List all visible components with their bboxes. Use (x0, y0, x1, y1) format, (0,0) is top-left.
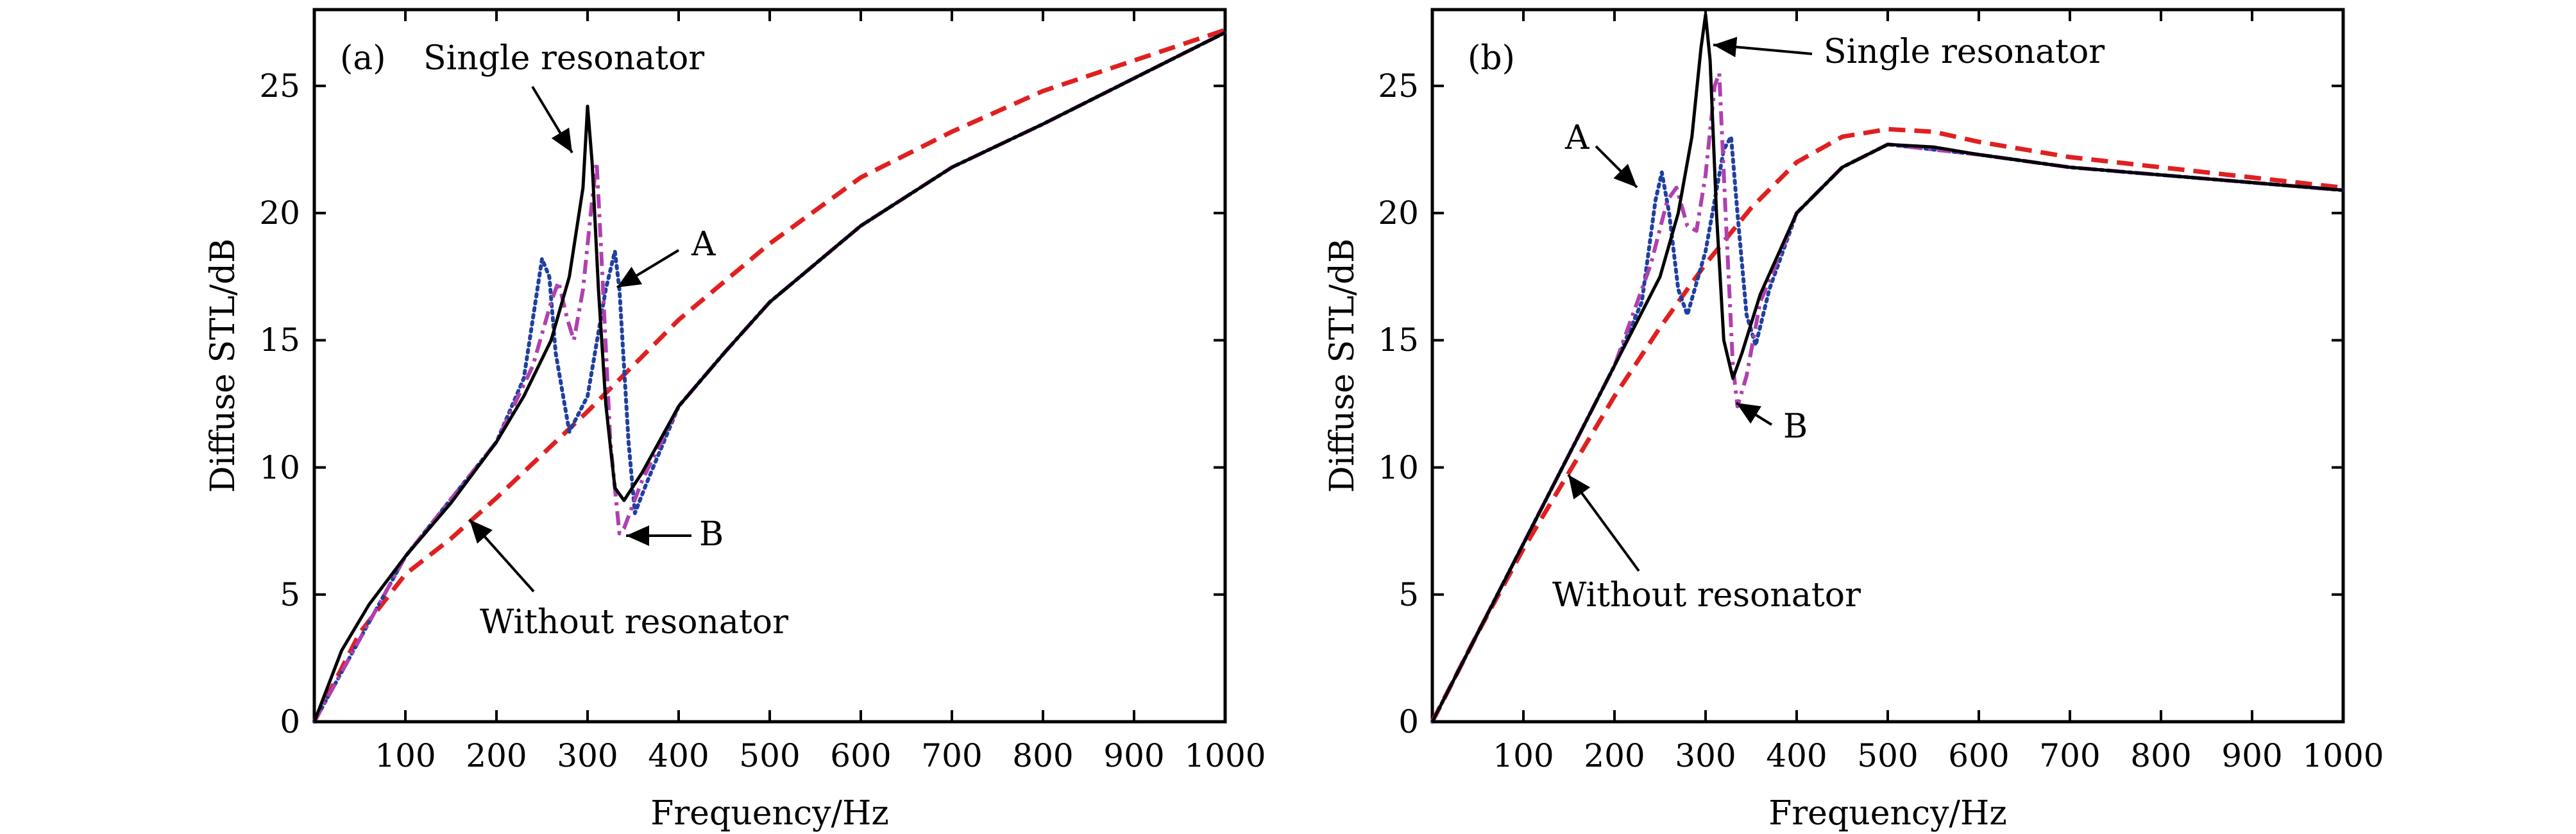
panel-a-series-group (312, 28, 1227, 724)
panel-b-x-tick-label: 200 (1584, 737, 1645, 774)
panel-b-x-tick-labels: 100 200 300 400 500 600 700 800 900 1000 (1493, 737, 2384, 774)
panel-a-annotation-b: B (699, 515, 724, 554)
panel-b-y-tick-label: 25 (1378, 67, 1419, 105)
panel-b-y-tick-label: 15 (1378, 321, 1419, 359)
panel-b-x-tick-label: 300 (1675, 737, 1736, 774)
panel-b-y-tick-label: 0 (1398, 703, 1419, 740)
panel-a-y-tick-label: 0 (280, 703, 300, 740)
panel-a-annotation-without-resonator: Without resonator (480, 603, 788, 642)
series-line-dashed (312, 28, 1226, 723)
panel-b-x-tick-label: 800 (2130, 737, 2191, 774)
panel-a-arrow-a (616, 249, 680, 289)
panel-a-y-tick-label: 10 (259, 449, 300, 486)
panel-a-y-tick-label: 5 (280, 576, 300, 613)
panel-b-x-axis-title: Frequency/Hz (1768, 794, 2007, 833)
panel-b-annotation-single-resonator: Single resonator (1824, 33, 2105, 71)
panel-a-x-tick-label: 600 (830, 737, 891, 774)
panel-a-y-tick-labels: 0 5 10 15 20 25 (259, 67, 300, 740)
panel-a-y-axis-title: Diffuse STL/dB (204, 239, 242, 493)
panel-b-y-tick-label: 10 (1378, 449, 1419, 486)
panel-a-arrow-single-resonator (531, 85, 573, 154)
series-line-dotted (1430, 135, 2345, 724)
panel-a-annotation-a: A (691, 225, 716, 264)
panel-a-x-tick-label: 100 (375, 737, 436, 774)
panel-b-x-tick-label: 500 (1857, 737, 1918, 774)
panel-a-x-tick-label: 700 (921, 737, 982, 774)
panel-a-label: (a) (340, 39, 386, 78)
panel-b-ticks-group (1432, 10, 2344, 723)
panel-b-x-tick-label: 600 (1948, 737, 2009, 774)
panel-a-y-tick-label: 15 (259, 321, 300, 359)
panel-b-annotation-a: A (1564, 119, 1590, 157)
panel-a-x-tick-label: 900 (1103, 737, 1164, 774)
panel-a-x-tick-label: 200 (466, 737, 527, 774)
panel-b-arrow-single-resonator (1713, 37, 1813, 58)
panel-b-arrow-a (1595, 145, 1638, 189)
panel-b-x-tick-label: 700 (2039, 737, 2100, 774)
panel-b-annotation-without-resonator: Without resonator (1552, 576, 1861, 615)
panel-b-frame (1430, 8, 2345, 724)
panel-b-x-tick-label: 100 (1493, 737, 1554, 774)
panel-b-y-axis-title: Diffuse STL/dB (1323, 239, 1362, 493)
panel-b-annotation-b: B (1783, 407, 1808, 446)
panel-a-x-tick-label: 400 (648, 737, 709, 774)
panel-b-y-tick-labels: 0 5 10 15 20 25 (1378, 67, 1419, 740)
panel-a-x-tick-label: 300 (557, 737, 618, 774)
panel-a-plot-area (312, 8, 1227, 724)
series-line-solid (1430, 13, 2344, 723)
panel-b-x-tick-label: 1000 (2302, 737, 2384, 774)
panel-a-arrow-without-resonator (468, 518, 535, 593)
panel-b: 100 200 300 400 500 600 700 800 900 1000… (1323, 8, 2384, 833)
panel-a-x-tick-labels: 100 200 300 400 500 600 700 800 900 1000 (375, 737, 1266, 774)
panel-b-arrow-b (1735, 402, 1773, 426)
series-line-dashed (1430, 126, 2344, 723)
panel-b-label: (b) (1468, 39, 1515, 78)
panel-b-plot-area (1430, 8, 2345, 724)
panel-b-y-tick-label: 5 (1398, 576, 1419, 613)
panel-a-annotation-single-resonator: Single resonator (423, 39, 704, 78)
panel-b-y-tick-label: 20 (1378, 194, 1419, 232)
series-line-dash-dot (1430, 71, 2344, 723)
panel-a-x-tick-label: 500 (739, 737, 800, 774)
panel-a-ticks-group (314, 10, 1226, 723)
panel-b-x-tick-label: 900 (2221, 737, 2282, 774)
panel-a-x-tick-label: 800 (1012, 737, 1073, 774)
series-line-solid (312, 31, 1226, 722)
panel-b-series-group (1430, 13, 2345, 724)
panel-a-x-axis-title: Frequency/Hz (650, 794, 889, 833)
panel-a-y-tick-label: 20 (259, 194, 300, 232)
panel-a-x-tick-label: 1000 (1184, 737, 1266, 774)
panel-a: 100 200 300 400 500 600 700 800 900 1000… (204, 8, 1266, 833)
panel-a-y-tick-label: 25 (259, 67, 300, 105)
panel-b-arrow-without-resonator (1567, 473, 1640, 572)
panel-b-x-tick-label: 400 (1766, 737, 1827, 774)
